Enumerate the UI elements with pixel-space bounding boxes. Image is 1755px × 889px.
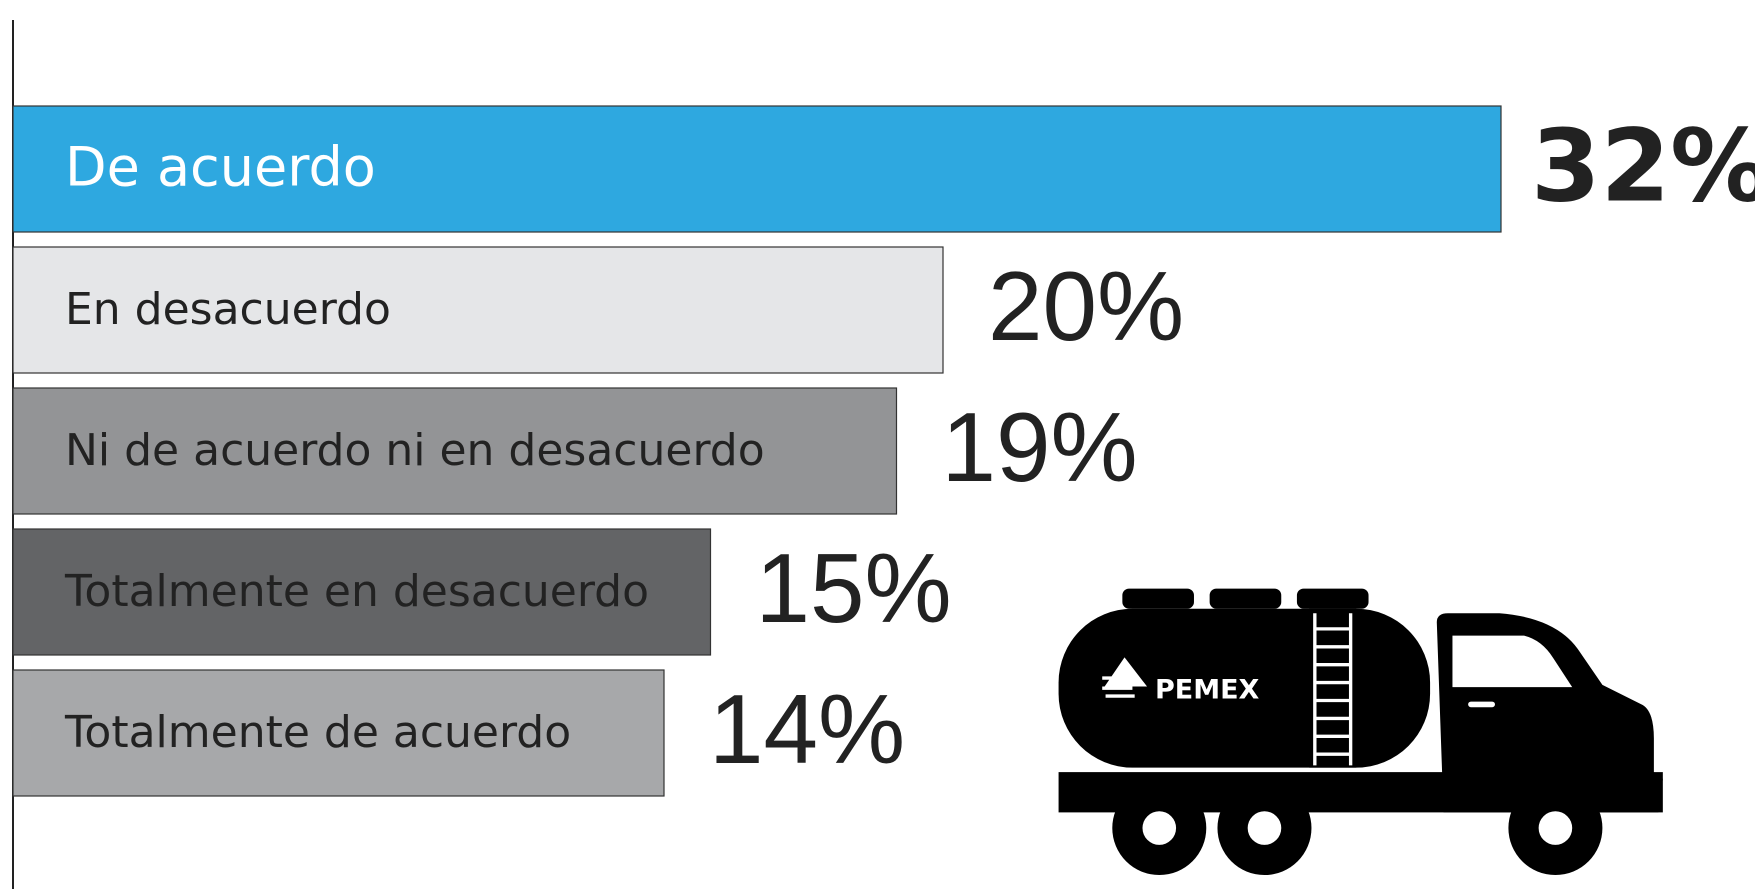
value-label: 15% [756, 533, 952, 643]
bar [12, 528, 712, 656]
bar [12, 105, 1502, 233]
truck-icon [1058, 588, 1663, 876]
category-label: Totalmente en desacuerdo [64, 566, 649, 617]
bar [12, 246, 944, 374]
category-label: Totalmente de acuerdo [64, 707, 571, 758]
category-label: En desacuerdo [65, 284, 391, 335]
value-label: 32% [1531, 107, 1755, 224]
value-label: 14% [709, 674, 905, 784]
category-label: Ni de acuerdo ni en desacuerdo [65, 425, 765, 476]
bar [12, 387, 898, 515]
value-label: 20% [988, 251, 1184, 361]
bar [12, 669, 665, 797]
value-label: 19% [942, 392, 1138, 502]
category-label: De acuerdo [65, 136, 376, 199]
logo-text: PEMEX [1155, 675, 1260, 706]
